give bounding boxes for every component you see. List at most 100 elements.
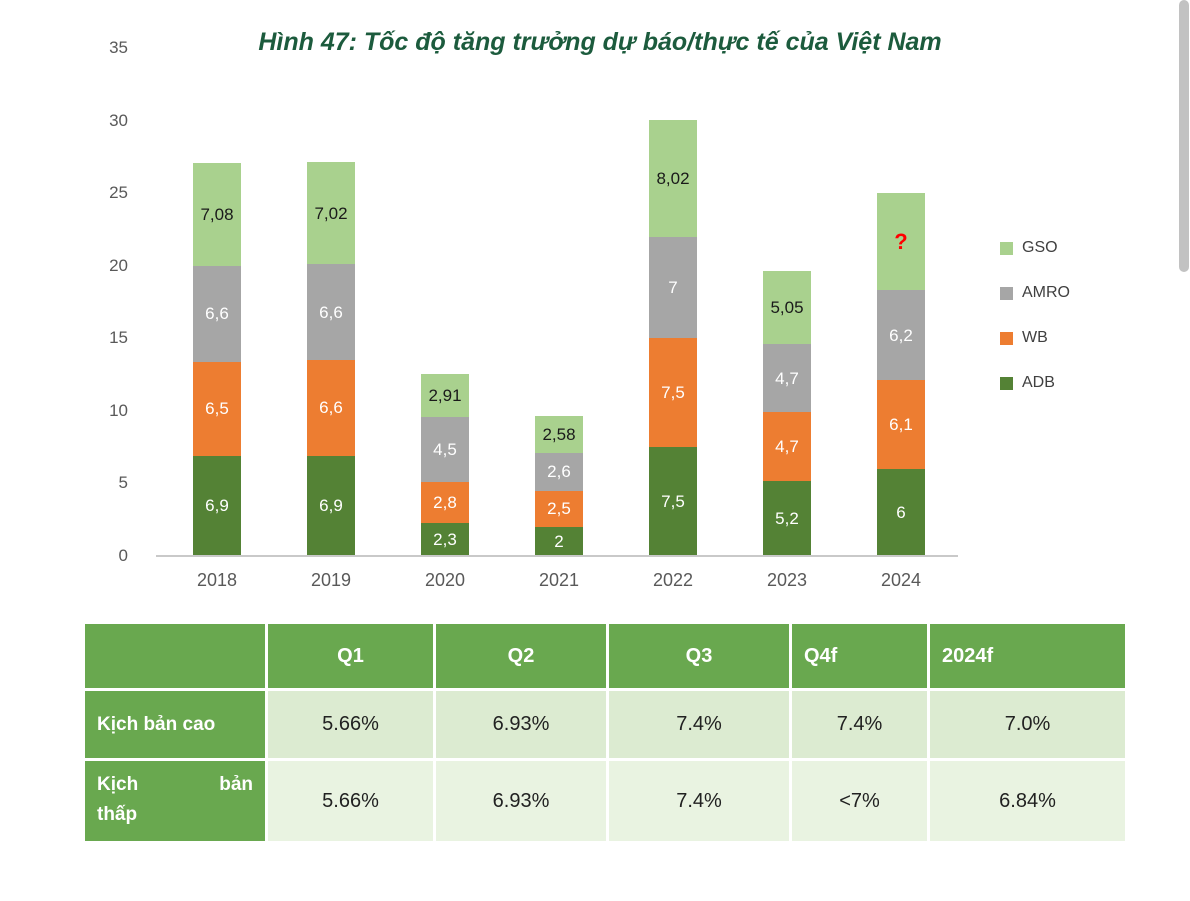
- y-tick-20: 20: [109, 255, 128, 275]
- table-cell-high-q4f: 7.4%: [792, 691, 927, 758]
- scrollbar-track[interactable]: [1178, 0, 1190, 901]
- table-header-2024f: 2024f: [930, 624, 1125, 688]
- table-cell-high-2024f: 7.0%: [930, 691, 1125, 758]
- y-axis: 0 5 10 15 20 25 30 35: [75, 38, 128, 565]
- table-header-q1: Q1: [268, 624, 433, 688]
- table-cell-high-q1: 5.66%: [268, 691, 433, 758]
- bar-segment-amro-2020: 4,5: [421, 416, 469, 482]
- legend-swatch-icon: [1000, 286, 1013, 300]
- legend-item-gso: GSO: [1000, 238, 1070, 258]
- x-label-2020: 2020: [424, 570, 466, 590]
- x-label-2022: 2022: [652, 570, 694, 590]
- table-cell-low-q3: 7.4%: [609, 761, 789, 841]
- bar-segment-adb-2024: 6: [877, 468, 925, 556]
- bar-value-label: 6,6: [319, 302, 343, 322]
- x-label-2018: 2018: [196, 570, 238, 590]
- table-cell-low-q1: 5.66%: [268, 761, 433, 841]
- bar-segment-adb-2020: 2,3: [421, 522, 469, 556]
- bar-value-label: 2,8: [433, 492, 457, 512]
- bar-value-label: 4,5: [433, 439, 457, 459]
- stacked-bar-2020: 2,3 2,8 4,5 2,91: [421, 374, 469, 556]
- legend-label: ADB: [1022, 374, 1055, 391]
- bar-value-label: 5,2: [775, 508, 799, 528]
- bar-value-label: 2: [554, 531, 564, 551]
- bar-slot-2020: 2,3 2,8 4,5 2,91: [388, 48, 502, 556]
- bar-segment-adb-2019: 6,9: [307, 455, 355, 556]
- stacked-bar-2018: 6,9 6,5 6,6 7,08: [193, 163, 241, 556]
- bar-segment-adb-2022: 7,5: [649, 447, 697, 556]
- bar-value-label: 5,05: [770, 297, 804, 317]
- bar-value-label: 7,5: [661, 492, 685, 512]
- bar-value-label: 7,08: [200, 204, 234, 224]
- bar-segment-amro-2021: 2,6: [535, 452, 583, 491]
- bar-segment-amro-2024: 6,2: [877, 290, 925, 381]
- bar-value-label: 8,02: [656, 169, 690, 189]
- legend-label: GSO: [1022, 239, 1058, 256]
- bar-segment-adb-2021: 2: [535, 526, 583, 556]
- bar-value-label: 2,5: [547, 499, 571, 519]
- legend-item-adb: ADB: [1000, 373, 1070, 393]
- bar-slot-2022: 7,5 7,5 7 8,02: [616, 48, 730, 556]
- legend-swatch-icon: [1000, 241, 1013, 255]
- table-cell-high-q2: 6.93%: [436, 691, 606, 758]
- bar-value-label: 6: [896, 502, 906, 522]
- bar-segment-adb-2023: 5,2: [763, 480, 811, 556]
- bar-slot-2021: 2 2,5 2,6 2,58: [502, 48, 616, 556]
- bar-segment-gso-2019: 7,02: [307, 162, 355, 265]
- table-cell-high-q3: 7.4%: [609, 691, 789, 758]
- stacked-bar-2022: 7,5 7,5 7 8,02: [649, 120, 697, 556]
- y-tick-10: 10: [109, 400, 128, 420]
- bar-value-label: 6,1: [889, 415, 913, 435]
- bar-slot-2023: 5,2 4,7 4,7 5,05: [730, 48, 844, 556]
- bar-value-label: 4,7: [775, 368, 799, 388]
- bar-slot-2019: 6,9 6,6 6,6 7,02: [274, 48, 388, 556]
- bar-segment-wb-2018: 6,5: [193, 361, 241, 456]
- x-label-2024: 2024: [880, 570, 922, 590]
- bar-slot-2018: 6,9 6,5 6,6 7,08: [160, 48, 274, 556]
- stacked-bar-2023: 5,2 4,7 4,7 5,05: [763, 270, 811, 556]
- bar-segment-wb-2023: 4,7: [763, 412, 811, 481]
- bar-slot-2024: 6 6,1 6,2?: [844, 48, 958, 556]
- stacked-bar-2024: 6 6,1 6,2?: [877, 193, 925, 556]
- bar-segment-adb-2018: 6,9: [193, 455, 241, 556]
- x-axis-labels: 2018 2019 2020 2021 2022 2023 2024: [160, 570, 958, 591]
- bar-value-label: 4,7: [775, 436, 799, 456]
- x-label-2019: 2019: [310, 570, 352, 590]
- y-tick-25: 25: [109, 183, 128, 203]
- y-tick-5: 5: [118, 473, 128, 493]
- bar-value-label: 2,58: [542, 424, 576, 444]
- legend-swatch-icon: [1000, 376, 1013, 390]
- chart-title: Hình 47: Tốc độ tăng trưởng dự báo/thực …: [258, 28, 942, 56]
- bar-segment-wb-2020: 2,8: [421, 482, 469, 523]
- bar-segment-gso-2024: ?: [877, 193, 925, 291]
- bar-segment-wb-2019: 6,6: [307, 360, 355, 456]
- bar-segment-gso-2018: 7,08: [193, 163, 241, 266]
- bar-segment-wb-2022: 7,5: [649, 338, 697, 448]
- scrollbar-thumb[interactable]: [1179, 0, 1189, 272]
- legend-item-amro: AMRO: [1000, 283, 1070, 303]
- y-tick-35: 35: [109, 38, 128, 57]
- bar-segment-gso-2023: 5,05: [763, 270, 811, 345]
- table-row-label-low-scenario: Kịch bản thấp: [85, 761, 265, 841]
- table-header-q2: Q2: [436, 624, 606, 688]
- bar-segment-wb-2024: 6,1: [877, 380, 925, 469]
- y-tick-30: 30: [109, 110, 128, 130]
- bar-value-label: 6,9: [319, 496, 343, 516]
- bar-value-label: 2,91: [428, 386, 462, 406]
- table-header-q4f: Q4f: [792, 624, 927, 688]
- bar-value-label: 6,6: [319, 398, 343, 418]
- bar-segment-gso-2020: 2,91: [421, 374, 469, 417]
- stacked-bar-2021: 2 2,5 2,6 2,58: [535, 415, 583, 556]
- table-cell-low-2024f: 6.84%: [930, 761, 1125, 841]
- bar-segment-amro-2022: 7: [649, 236, 697, 339]
- bar-segment-wb-2021: 2,5: [535, 490, 583, 527]
- bar-segment-amro-2019: 6,6: [307, 264, 355, 361]
- chart-legend: GSO AMRO WB ADB: [1000, 238, 1070, 418]
- forecast-table: Q1 Q2 Q3 Q4f 2024f Kịch bản cao 5.66% 6.…: [85, 624, 1125, 841]
- bar-segment-gso-2022: 8,02: [649, 120, 697, 237]
- bar-segment-gso-2021: 2,58: [535, 415, 583, 453]
- bar-value-label: 2,6: [547, 462, 571, 482]
- bar-value-label: 7,02: [314, 203, 348, 223]
- legend-label: WB: [1022, 329, 1048, 346]
